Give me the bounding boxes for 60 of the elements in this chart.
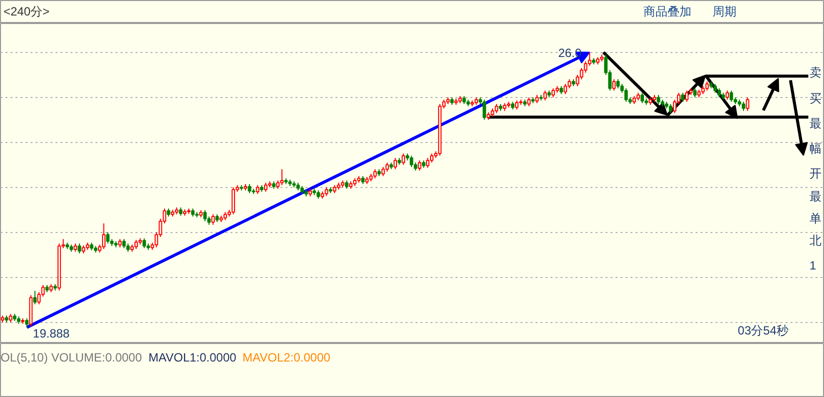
candlestick — [588, 52, 592, 66]
candlestick — [430, 153, 434, 164]
text: MAVOL1:0.0000 — [148, 350, 237, 364]
candlestick — [656, 94, 660, 105]
candlestick — [718, 88, 721, 98]
candlestick — [106, 232, 110, 244]
candlestick — [726, 90, 730, 100]
text: MAVOL2:0.0000 — [242, 350, 331, 364]
candlestick — [543, 90, 547, 101]
text: <240分> — [4, 4, 50, 18]
candlestick — [426, 157, 430, 168]
candlestick — [418, 160, 422, 172]
text: 最 — [810, 116, 822, 130]
candlestick — [730, 90, 734, 102]
candlestick — [394, 157, 398, 170]
candlestick — [746, 96, 750, 112]
candlestick — [142, 238, 146, 249]
candlestick — [612, 78, 616, 92]
candlestick — [102, 222, 106, 250]
text: OL(5,10) VOLUME:0.0000 — [0, 350, 142, 364]
candlestick — [681, 92, 684, 102]
candlestick — [705, 80, 709, 92]
annotation: 19.888 — [32, 326, 70, 340]
text: 单 — [810, 212, 822, 226]
candlestick — [640, 92, 644, 104]
candlestick — [381, 166, 385, 177]
candlestick — [385, 162, 389, 172]
candlestick — [33, 290, 37, 305]
text: 商品叠加 — [644, 4, 692, 18]
candlestick — [264, 182, 268, 192]
annotation: 03分54秒 — [738, 324, 789, 338]
candlestick — [494, 104, 498, 114]
candlestick — [78, 242, 82, 254]
candlestick — [134, 239, 138, 250]
candlestick — [25, 318, 29, 328]
candlestick — [248, 184, 252, 194]
annotation: 26.0 — [558, 46, 582, 60]
candlestick — [564, 83, 568, 95]
candlestick — [373, 168, 377, 179]
candlestick — [402, 153, 406, 166]
candlestick — [410, 155, 414, 168]
candlestick — [685, 90, 689, 102]
text: 最 — [810, 190, 822, 204]
candlestick — [482, 99, 486, 120]
text: 开 — [810, 166, 822, 180]
candlestick — [211, 214, 215, 226]
candlestick — [668, 104, 672, 114]
text: 幅 — [810, 142, 822, 156]
candlestick — [232, 186, 236, 215]
text: 北 — [810, 234, 822, 248]
candlestick — [551, 88, 555, 98]
candlestick — [515, 100, 518, 110]
text: 卖 — [810, 66, 822, 80]
text: 周期 — [712, 4, 736, 18]
candlestick — [624, 88, 628, 102]
candlestick — [742, 101, 746, 112]
candlestick — [693, 88, 697, 98]
candlestick — [280, 168, 284, 186]
text: 1 — [810, 258, 816, 272]
text: 买 — [810, 92, 822, 106]
